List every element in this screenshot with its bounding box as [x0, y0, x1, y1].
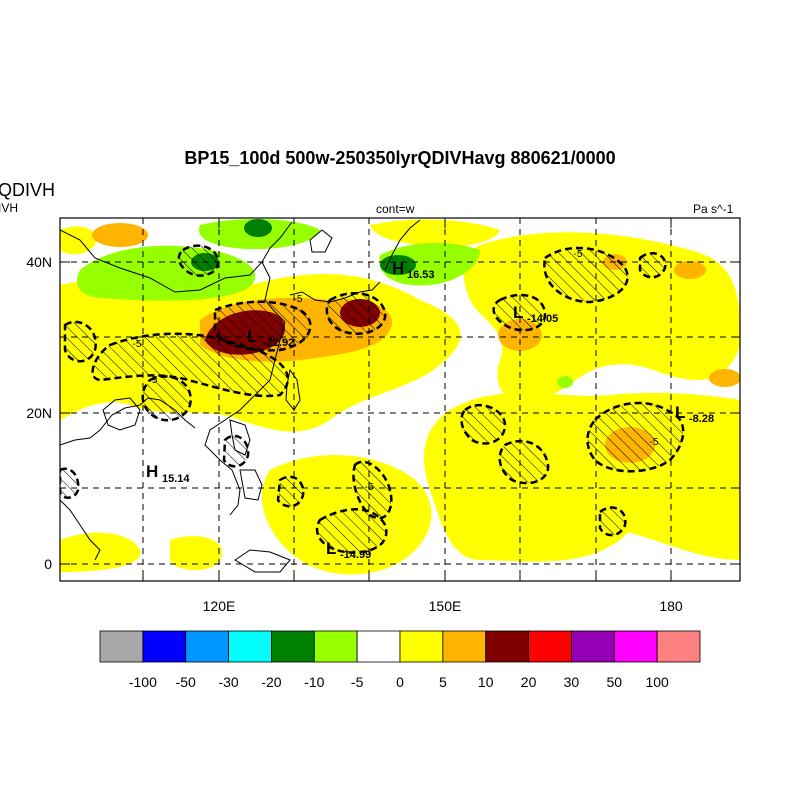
- colorbar-label: 20: [521, 674, 537, 690]
- colorbar-label: 100: [645, 674, 669, 690]
- contour-label: -5: [294, 294, 303, 305]
- lat-label: 40N: [26, 254, 52, 270]
- colorbar-swatch: [657, 631, 700, 662]
- contour-label: -5: [650, 437, 659, 448]
- colorbar-swatch: [271, 631, 314, 662]
- contour-label: -5: [574, 249, 583, 260]
- colorbar-label: -30: [218, 674, 238, 690]
- colorbar-swatch: [529, 631, 572, 662]
- center-type: H: [146, 462, 158, 481]
- contour-label: -5: [365, 482, 374, 493]
- center-type: L: [675, 403, 685, 422]
- colorbar-label: 5: [439, 674, 447, 690]
- colorbar-swatch: [314, 631, 357, 662]
- colorbar-label: 10: [478, 674, 494, 690]
- contour-label: -5: [133, 339, 142, 350]
- center-type: L: [326, 539, 336, 558]
- colorbar-swatch: [400, 631, 443, 662]
- lon-label: 150E: [429, 598, 462, 614]
- colorbar: -100 -50 -30 -20 -10 -5 0 5 10 20 30 50 100: [100, 631, 700, 690]
- center-value: -8.28: [689, 413, 714, 425]
- center-value: -14.99: [340, 549, 371, 561]
- colorbar-swatch: [229, 631, 272, 662]
- center-value: -14.05: [527, 313, 558, 325]
- center-value: 15.14: [162, 473, 190, 485]
- center-type: L: [247, 327, 257, 346]
- colorbar-label: -100: [129, 674, 157, 690]
- colorbar-swatch: [100, 631, 143, 662]
- lat-label: 0: [44, 556, 52, 572]
- colorbar-label: -50: [176, 674, 196, 690]
- center-type: L: [513, 303, 523, 322]
- center-value: -22.92: [263, 337, 294, 349]
- contour-label: -5: [149, 375, 158, 386]
- center-value: 16.53: [407, 269, 435, 281]
- colorbar-swatch: [186, 631, 229, 662]
- colorbar-label: 0: [396, 674, 404, 690]
- colorbar-swatch: [443, 631, 486, 662]
- colorbar-swatch: [357, 631, 400, 662]
- center-type: H: [392, 259, 404, 278]
- colorbar-swatch: [486, 631, 529, 662]
- lat-label: 20N: [26, 405, 52, 421]
- colorbar-label: 30: [564, 674, 580, 690]
- colorbar-swatch: [614, 631, 657, 662]
- colorbar-label: -10: [304, 674, 324, 690]
- colorbar-label: 50: [606, 674, 622, 690]
- colorbar-swatch: [143, 631, 186, 662]
- colorbar-label: -5: [351, 674, 364, 690]
- lon-label: 120E: [203, 598, 236, 614]
- colorbar-swatch: [571, 631, 614, 662]
- lon-label: 180: [659, 598, 683, 614]
- colorbar-label: -20: [261, 674, 281, 690]
